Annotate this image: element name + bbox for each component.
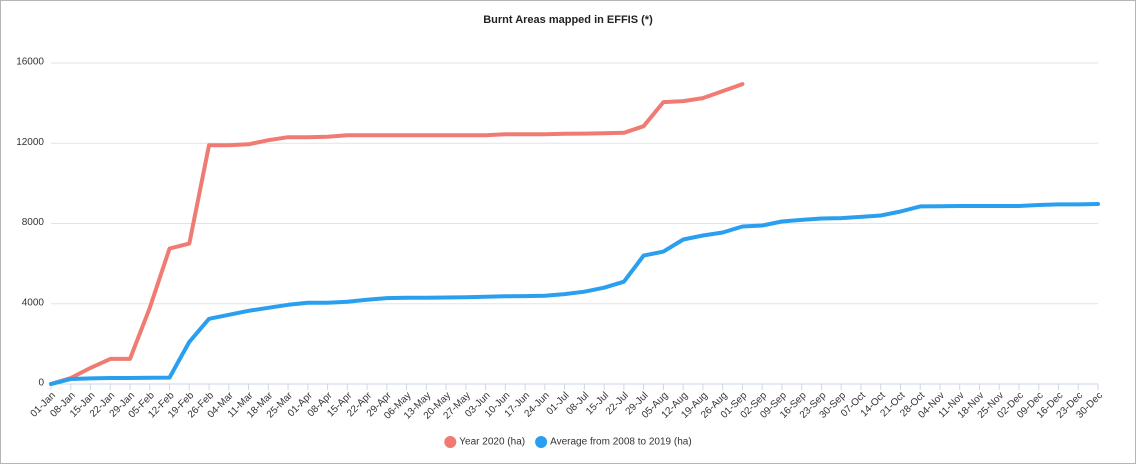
legend-label: Average from 2008 to 2019 (ha) [550, 437, 692, 448]
legend-label: Year 2020 (ha) [459, 437, 525, 448]
legend: Year 2020 (ha) Average from 2008 to 2019 … [444, 436, 692, 448]
legend-marker [535, 436, 548, 448]
y-tick-label: 12000 [16, 137, 44, 148]
y-tick-label: 16000 [16, 57, 44, 68]
series-line [49, 202, 1100, 386]
y-tick-label: 8000 [22, 217, 45, 228]
legend-marker [444, 436, 457, 448]
series-line [49, 82, 745, 386]
y-tick-label: 0 [38, 378, 44, 389]
chart-title: Burnt Areas mapped in EFFIS (*) [483, 14, 653, 26]
y-tick-label: 4000 [22, 297, 45, 308]
